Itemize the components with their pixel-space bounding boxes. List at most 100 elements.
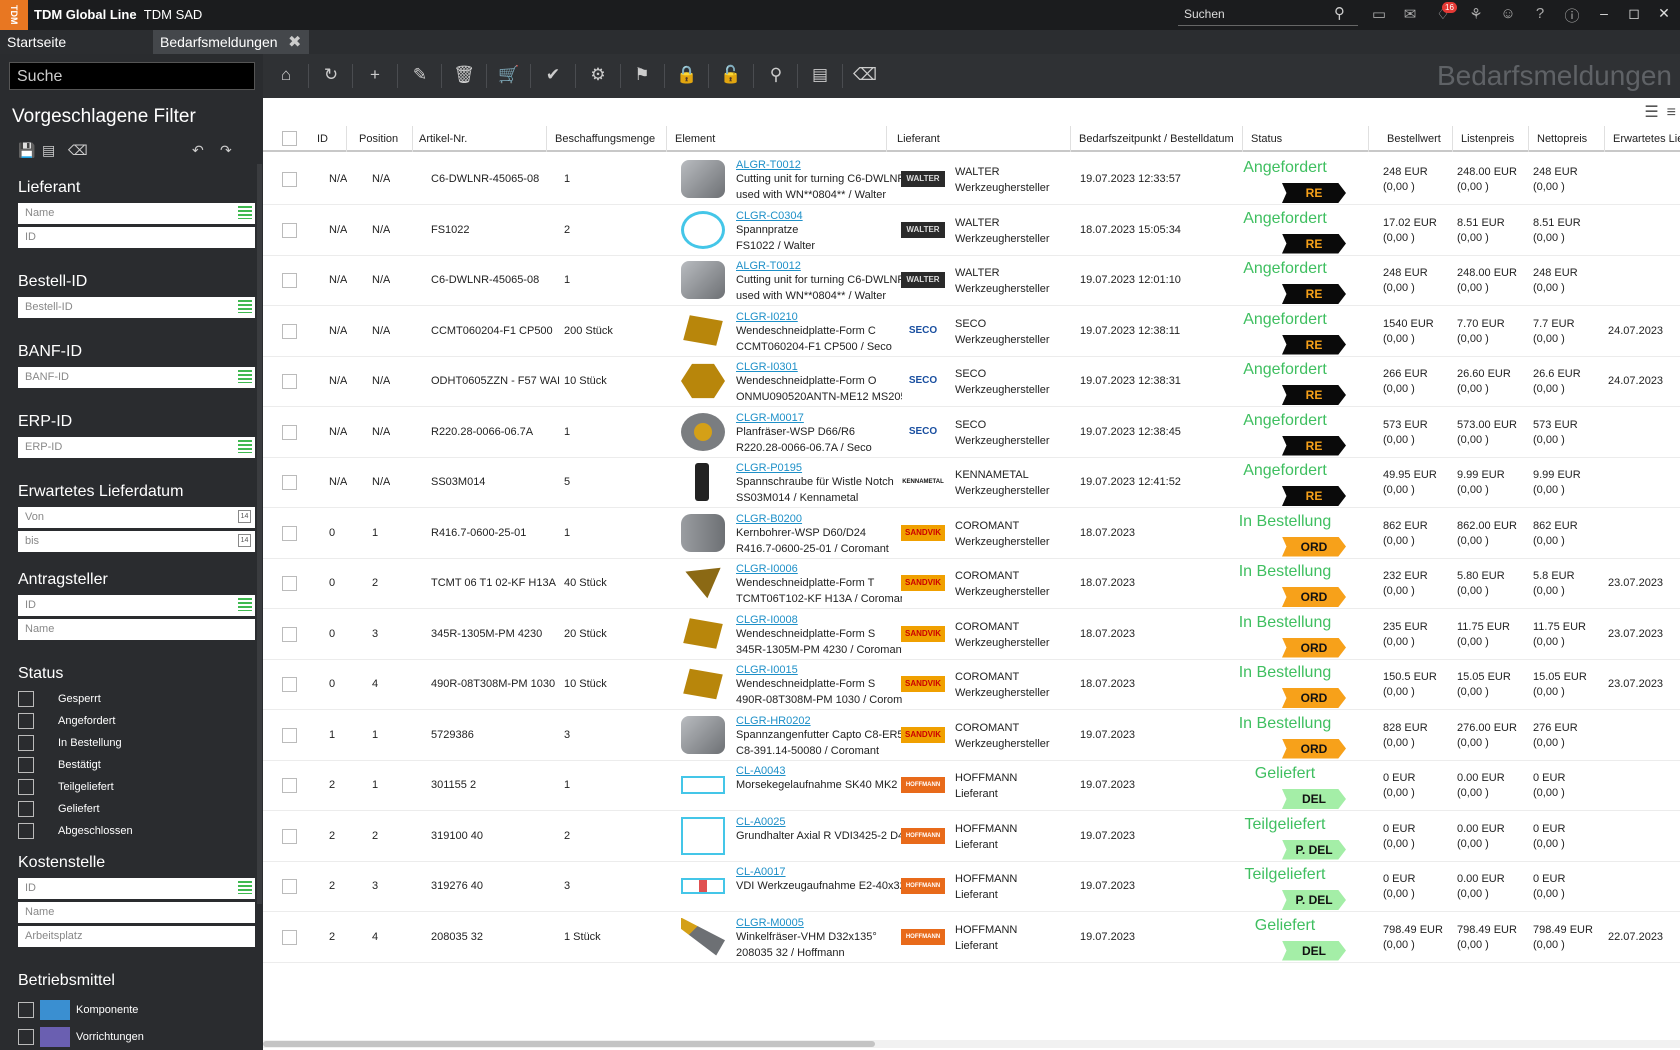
table-row[interactable]: 2 2 319100 40 2 CL-A0025 Grundhalter Axial R … [263,811,1680,862]
element-image[interactable] [683,315,723,346]
element-image[interactable] [681,513,725,552]
element-link[interactable]: ALGR-T0012 [736,260,801,272]
chat-icon[interactable]: ✉ [1403,6,1417,23]
antragsteller-id-field[interactable]: ID [18,595,255,616]
lieferant-name-field[interactable]: Name [18,203,255,224]
document-icon[interactable]: ▭ [1371,6,1387,23]
row-checkbox[interactable] [282,172,297,187]
column-header-element[interactable]: Element [667,126,887,152]
table-row[interactable]: N/A N/A R220.28-0066-06.7A 1 CLGR-M0017 Planf… [263,407,1680,458]
element-link[interactable]: CLGR-M0017 [736,411,804,424]
save-as-filter-icon[interactable]: ▤ [42,142,56,158]
row-checkbox[interactable] [282,374,297,389]
minimize-icon[interactable]: – [1600,5,1608,21]
clear-filter-icon[interactable]: ⌫ [68,142,88,158]
close-tab-icon[interactable]: ✖ [288,34,302,51]
column-header-erwartetes-lieferdatum[interactable]: Erwartetes Lie [1613,133,1680,145]
list-icon[interactable] [238,881,252,894]
column-header-position[interactable]: Position [347,126,413,152]
sidebar-search-input[interactable]: Suche [9,62,255,90]
vorrichtungen-checkbox[interactable] [18,1029,34,1045]
row-checkbox[interactable] [282,677,297,692]
refresh-icon[interactable]: ↻ [323,65,339,84]
element-image[interactable] [683,668,723,700]
row-checkbox[interactable] [282,424,297,440]
kostenstelle-arbeitsplatz-field[interactable]: Arbeitsplatz [18,926,255,947]
column-header-artikel-nr[interactable]: Artikel-Nr. [413,126,547,152]
global-search-input[interactable]: Suchen [1178,4,1358,26]
status-gesperrt-checkbox[interactable] [18,691,34,707]
table-row[interactable]: 0 2 TCMT 06 T1 02-KF H13A 40 Stück CLGR-I000… [263,558,1680,609]
lieferdatum-von-field[interactable]: Von 14 [18,507,255,528]
scrollbar-thumb[interactable] [263,1041,875,1047]
list-view-icon[interactable]: ☰ [1644,104,1659,121]
element-image[interactable] [681,917,725,956]
table-row[interactable]: N/A N/A ODHT0605ZZN - F57 WAP35 10 Stück CLG… [263,356,1680,407]
element-link[interactable]: CL-A0043 [736,765,786,777]
kostenstelle-name-field[interactable]: Name [18,902,255,923]
list-icon[interactable] [238,206,252,219]
lock-icon[interactable]: 🔒 [676,65,698,84]
element-link[interactable]: CLGR-I0015 [736,664,798,676]
kostenstelle-id-field[interactable]: ID [18,878,255,899]
element-link[interactable]: CLGR-I0008 [736,613,798,626]
element-link[interactable]: CLGR-C0304 [736,209,803,222]
bestell-id-field[interactable]: Bestell-ID [18,297,255,318]
column-header-id[interactable]: ID [309,126,347,152]
status-abgeschlossen-checkbox[interactable] [18,823,34,839]
column-header-listenpreis[interactable]: Listenpreis [1453,126,1529,152]
row-checkbox[interactable] [282,778,297,793]
status-teilgeliefert-checkbox[interactable] [18,779,34,795]
table-row[interactable]: 0 3 345R-1305M-PM 4230 20 Stück CLGR-I0008 We… [263,609,1680,660]
element-image[interactable] [681,412,725,451]
edit-icon[interactable]: ✎ [412,65,428,84]
table-row[interactable]: 1 1 5729386 3 CLGR-HR0202 Spannzangenfutter C… [263,710,1680,761]
horizontal-scrollbar[interactable] [263,1040,1680,1048]
element-image[interactable] [681,776,725,794]
list-icon[interactable] [238,370,252,383]
save-filter-icon[interactable]: 💾 [18,142,36,158]
status-bestaetigt-checkbox[interactable] [18,757,34,773]
close-window-icon[interactable]: ✕ [1658,5,1670,21]
row-checkbox[interactable] [282,929,297,945]
flag-icon[interactable]: ⚑ [634,65,650,84]
row-checkbox[interactable] [282,323,297,339]
table-row[interactable]: N/A N/A SS03M014 5 CLGR-P0195 Spannschraube f… [263,457,1680,508]
element-image[interactable] [695,463,709,501]
element-link[interactable]: CL-A0017 [736,866,786,878]
lieferant-id-field[interactable]: ID [18,227,255,248]
row-checkbox[interactable] [282,475,297,490]
row-checkbox[interactable] [282,222,297,238]
magnifier-icon[interactable]: ⚲ [769,65,783,84]
tab-bedarfsmeldungen[interactable]: Bedarfsmeldungen [153,30,309,54]
element-image[interactable] [681,878,725,894]
list-icon[interactable] [238,598,252,611]
element-link[interactable]: CLGR-I0210 [736,310,798,323]
table-row[interactable]: N/A N/A FS1022 2 CLGR-C0304 Spannpratze FS1022… [263,205,1680,256]
status-angefordert-checkbox[interactable] [18,713,34,729]
table-row[interactable]: 2 4 208035 32 1 Stück CLGR-M0005 Winkelfräser… [263,912,1680,963]
search-icon[interactable]: ⚲ [1334,5,1345,22]
element-link[interactable]: CLGR-B0200 [736,512,803,525]
banf-id-field[interactable]: BANF-ID [18,367,255,388]
table-row[interactable]: 2 3 319276 40 3 CL-A0017 VDI Werkzeugaufnahme… [263,861,1680,912]
clear-filter-icon[interactable]: ⌫ [853,65,878,84]
table-row[interactable]: N/A N/A C6-DWLNR-45065-08 1 ALGR-T0012 Cuttin… [263,154,1680,205]
add-icon[interactable]: + [370,65,380,84]
element-image[interactable] [683,618,723,649]
approve-icon[interactable]: ✔ [545,65,561,84]
antragsteller-name-field[interactable]: Name [18,619,255,640]
report-icon[interactable]: ▤ [811,65,829,84]
calendar-icon[interactable]: 14 [238,534,251,547]
status-geliefert-checkbox[interactable] [18,801,34,817]
komponente-checkbox[interactable] [18,1002,34,1018]
transfer-icon[interactable]: ⚙ [590,65,606,84]
element-link[interactable]: CL-A0025 [736,815,786,828]
column-header-status[interactable]: Status [1243,126,1369,152]
element-image[interactable] [681,715,725,754]
redo-icon[interactable]: ↷ [220,142,232,158]
column-header-bestellwert[interactable]: Bestellwert [1379,126,1453,152]
table-row[interactable]: N/A N/A CCMT060204-F1 CP500 200 Stück CLGR-I… [263,306,1680,357]
status-in-bestellung-checkbox[interactable] [18,735,34,751]
list-icon[interactable] [238,300,252,313]
